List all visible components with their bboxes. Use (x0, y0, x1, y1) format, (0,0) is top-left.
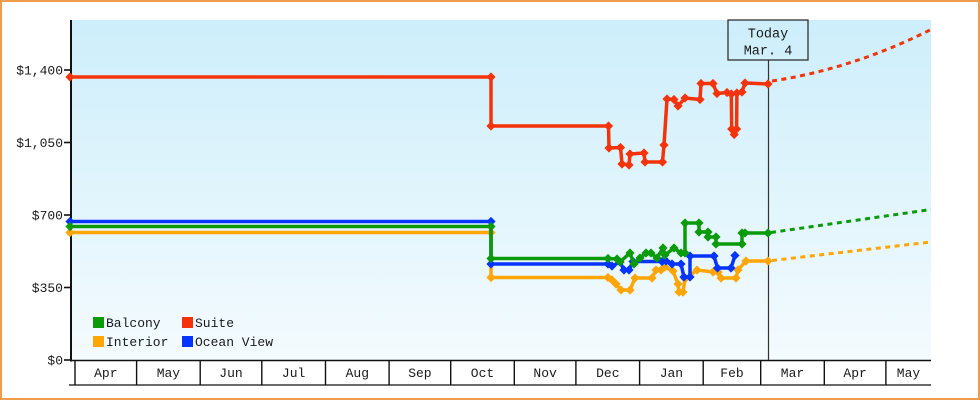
svg-text:Dec: Dec (596, 366, 619, 381)
svg-text:Aug: Aug (346, 366, 369, 381)
svg-text:$1,050: $1,050 (16, 136, 63, 151)
svg-text:Sep: Sep (408, 366, 431, 381)
svg-text:$700: $700 (32, 209, 63, 224)
svg-text:Oct: Oct (471, 366, 494, 381)
svg-text:May: May (897, 366, 921, 381)
svg-text:Ocean View: Ocean View (195, 335, 273, 350)
svg-text:Suite: Suite (195, 316, 234, 331)
svg-text:Mar: Mar (781, 366, 804, 381)
svg-text:$1,400: $1,400 (16, 64, 63, 79)
svg-text:Jan: Jan (660, 366, 683, 381)
svg-text:Balcony: Balcony (106, 316, 161, 331)
svg-text:Interior: Interior (106, 335, 168, 350)
svg-text:Feb: Feb (720, 366, 743, 381)
svg-text:Nov: Nov (533, 366, 557, 381)
svg-text:$350: $350 (32, 281, 63, 296)
svg-text:Mar. 4: Mar. 4 (744, 45, 793, 60)
svg-text:$0: $0 (47, 354, 63, 369)
svg-text:Jun: Jun (219, 366, 242, 381)
svg-text:Apr: Apr (94, 366, 117, 381)
svg-text:Apr: Apr (843, 366, 866, 381)
svg-text:Today: Today (748, 28, 789, 43)
svg-text:May: May (157, 366, 181, 381)
svg-text:Jul: Jul (282, 366, 306, 381)
